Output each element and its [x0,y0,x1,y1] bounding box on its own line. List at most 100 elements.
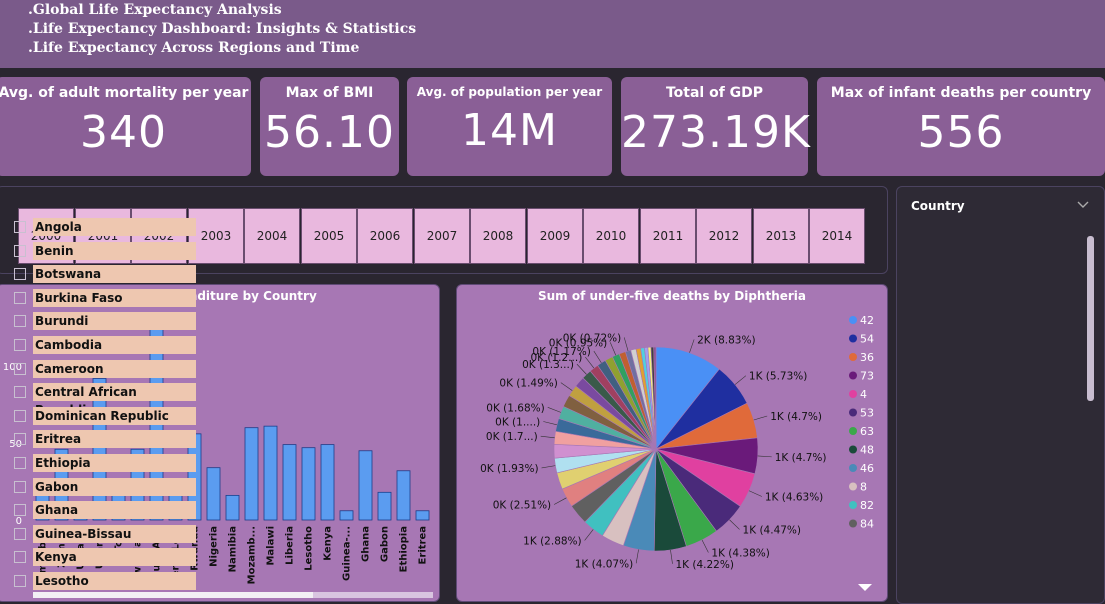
year-button-2012[interactable]: 2012 [696,208,752,264]
legend-label[interactable]: 63 [860,425,874,438]
x-tick-label: Malawi [266,526,277,566]
bar[interactable] [339,510,354,521]
country-item[interactable]: Benin [14,241,196,260]
kpi-value: 273.19K [621,107,811,158]
slice-label: 0K (1.68%) [486,402,544,414]
year-button-2005[interactable]: 2005 [301,208,357,264]
label-leader [609,342,617,356]
checkbox[interactable] [14,315,26,328]
pie-slice[interactable] [655,346,720,450]
slice-label: 0K (0.95%) [549,337,607,349]
bar[interactable] [415,510,430,521]
checkbox[interactable] [14,433,26,446]
country-item[interactable]: Botswana [14,265,196,284]
scroll-thumb[interactable] [33,592,313,598]
checkbox[interactable] [14,291,26,304]
legend-label[interactable]: 4 [860,388,867,401]
bar[interactable] [244,427,259,521]
legend-label[interactable]: 48 [860,444,874,457]
legend-label[interactable]: 54 [860,333,874,346]
year-button-2010[interactable]: 2010 [583,208,639,264]
bar[interactable] [263,425,278,521]
country-item[interactable]: Central African Republic [14,383,196,417]
country-item[interactable]: Burundi [14,312,196,331]
label-leader [576,363,587,375]
x-tick-label: Kenya [323,526,334,561]
checkbox[interactable] [14,575,26,587]
year-button-2006[interactable]: 2006 [357,208,413,264]
country-slicer-header: Country [911,199,965,213]
country-label: Cameroon [33,359,196,378]
bar[interactable] [358,450,373,521]
year-button-2009[interactable]: 2009 [527,208,583,264]
bar[interactable] [320,444,335,521]
bar[interactable] [396,470,411,521]
year-button-2004[interactable]: 2004 [244,208,300,264]
bar[interactable] [282,444,297,521]
checkbox[interactable] [14,504,26,517]
country-label: Cambodia [33,336,196,354]
checkbox[interactable] [14,244,26,257]
checkbox[interactable] [14,457,26,469]
chevron-down-icon[interactable] [1077,201,1089,209]
x-tick-label: Namibia [228,526,239,572]
bar[interactable] [301,447,316,521]
checkbox[interactable] [14,268,26,281]
bar[interactable] [225,494,240,521]
legend-scroll-down-icon[interactable] [858,584,872,591]
country-item[interactable]: Cambodia [14,336,196,354]
country-item[interactable]: Gabon [14,477,196,496]
checkbox[interactable] [14,362,26,375]
year-button-2013[interactable]: 2013 [753,208,809,264]
country-item[interactable]: Eritrea [14,430,196,449]
country-item[interactable]: Ethiopia [14,454,196,472]
country-item[interactable]: Guinea-Bissau [14,524,196,543]
year-button-2003[interactable]: 2003 [188,208,244,264]
pie-slice[interactable] [653,346,657,450]
legend-label[interactable]: 42 [860,314,874,327]
legend-marker [849,482,857,491]
country-item[interactable]: Dominican Republic [14,406,196,425]
label-leader [553,497,567,505]
legend-label[interactable]: 84 [860,518,874,531]
country-scrollbar[interactable] [1087,236,1094,401]
legend-marker [849,353,857,361]
year-button-2014[interactable]: 2014 [809,208,865,264]
legend-label[interactable]: 53 [860,407,874,420]
legend-label[interactable]: 73 [860,370,874,383]
legend-label[interactable]: 46 [860,462,874,475]
label-leader [689,339,695,353]
country-item[interactable]: Ghana [14,501,196,520]
slice-label: 0K (0.72%) [563,332,621,344]
country-item[interactable]: Cameroon [14,359,196,378]
slice-label: 1K (4.47%) [743,524,801,536]
header-line-1: .Global Life Expectancy Analysis [28,2,282,18]
kpi-title: Max of BMI [285,85,374,101]
country-item[interactable]: Lesotho [14,572,196,590]
header-line-3: .Life Expectancy Across Regions and Time [28,40,360,56]
legend-label[interactable]: 8 [860,481,867,494]
year-button-2011[interactable]: 2011 [640,208,696,264]
kpi-title: Total of GDP [665,85,764,101]
country-item[interactable]: Kenya [14,548,196,567]
kpi-value: 56.10 [264,107,395,158]
year-button-2007[interactable]: 2007 [414,208,470,264]
checkbox[interactable] [14,221,26,233]
country-item[interactable]: Angola [14,218,196,236]
checkbox[interactable] [14,551,26,564]
legend-label[interactable]: 36 [860,351,874,364]
bar[interactable] [377,491,392,521]
legend-label[interactable]: 82 [860,499,874,512]
checkbox[interactable] [14,409,26,422]
checkbox[interactable] [14,386,26,399]
checkbox[interactable] [14,339,26,351]
legend-marker [849,519,857,528]
checkbox[interactable] [14,480,26,493]
slice-label: 0K (1.7...) [486,431,538,443]
year-button-2008[interactable]: 2008 [470,208,526,264]
bar[interactable] [206,467,221,521]
country-item[interactable]: Burkina Faso [14,288,196,307]
checkbox[interactable] [14,527,26,540]
legend-marker [849,371,857,380]
country-label: Angola [33,218,196,236]
